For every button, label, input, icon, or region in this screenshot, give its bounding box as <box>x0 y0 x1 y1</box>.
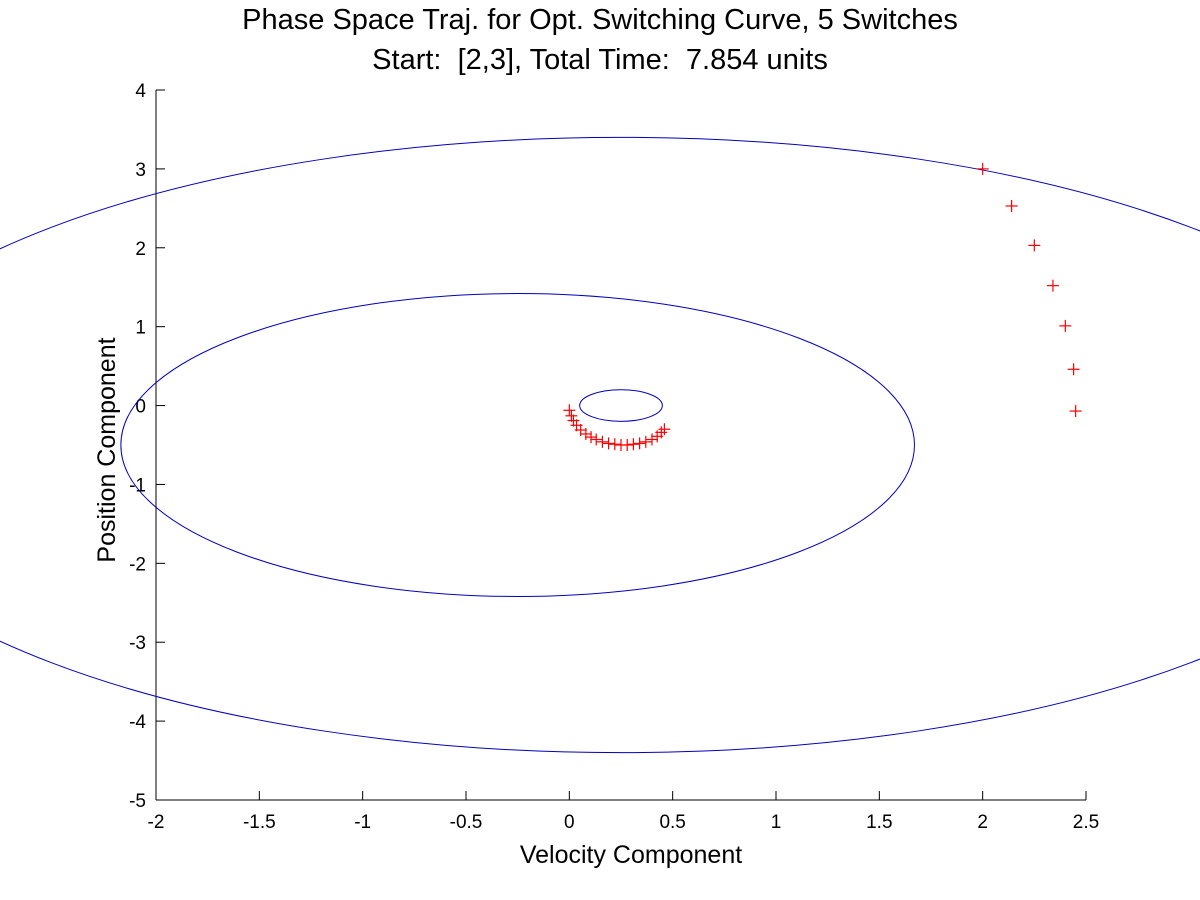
x-tick-label: 2.5 <box>1073 812 1099 833</box>
switch-point-marker <box>1028 239 1041 252</box>
y-tick-label: -1 <box>129 475 146 496</box>
switch-point-marker <box>1059 319 1072 332</box>
switch-point-marker <box>596 435 609 448</box>
switch-point-marker <box>563 404 576 417</box>
y-tick-label: -2 <box>129 554 146 575</box>
y-tick-label: 3 <box>135 160 146 181</box>
switch-point-marker <box>1067 363 1080 376</box>
x-tick-label: -0.5 <box>450 812 483 833</box>
switch-point-marker <box>602 437 615 450</box>
series-layer <box>0 136 1200 754</box>
y-tick-label: -3 <box>129 633 146 654</box>
chart-title: Phase Space Traj. for Opt. Switching Cur… <box>242 4 958 36</box>
y-tick-label: -4 <box>129 712 146 733</box>
switch-point-marker <box>1046 279 1059 292</box>
y-tick-label: -5 <box>129 791 146 812</box>
switch-point-marker <box>567 414 580 427</box>
y-tick-label: 4 <box>135 81 146 102</box>
x-tick-label: 1 <box>771 812 782 833</box>
switch-point-marker <box>590 433 603 446</box>
switch-point-marker <box>565 409 578 422</box>
switch-point-marker <box>633 437 646 450</box>
x-tick-label: 2 <box>977 812 988 833</box>
switch-point-marker <box>585 431 598 444</box>
switch-point-marker <box>1069 405 1082 418</box>
x-tick-label: 0.5 <box>659 812 685 833</box>
x-tick-label: -2 <box>148 812 165 833</box>
y-tick-label: 2 <box>135 239 146 260</box>
y-tick-label: 1 <box>135 318 146 339</box>
switch-point-marker <box>627 438 640 451</box>
switch-point-marker <box>976 162 989 175</box>
switch-point-marker <box>655 426 668 439</box>
x-axis-label: Velocity Component <box>520 841 742 869</box>
switch-point-marker <box>1005 199 1018 212</box>
y-axis-label: Position Component <box>93 337 121 562</box>
x-tick-label: 1.5 <box>866 812 892 833</box>
axes: -2 -1.5 -1 -0.5 0 0.5 1 1.5 2 2.5 -5 -4 -3 -2 -1 0 1 2 3 4 <box>129 81 1099 833</box>
switch-point-marker <box>579 427 592 440</box>
x-tick-label: -1 <box>354 812 371 833</box>
switch-point-marker <box>621 439 634 451</box>
x-tick-label: -1.5 <box>243 812 276 833</box>
switch-point-marker <box>646 433 658 446</box>
trajectory-line <box>0 136 1200 754</box>
switch-point-marker <box>639 435 652 448</box>
y-tick-label: 0 <box>135 397 146 418</box>
switch-point-marker <box>658 423 671 436</box>
x-tick-label: 0 <box>564 812 575 833</box>
switch-point-marker <box>608 438 621 451</box>
chart-subtitle: Start: [2,3], Total Time: 7.854 units <box>372 44 828 76</box>
